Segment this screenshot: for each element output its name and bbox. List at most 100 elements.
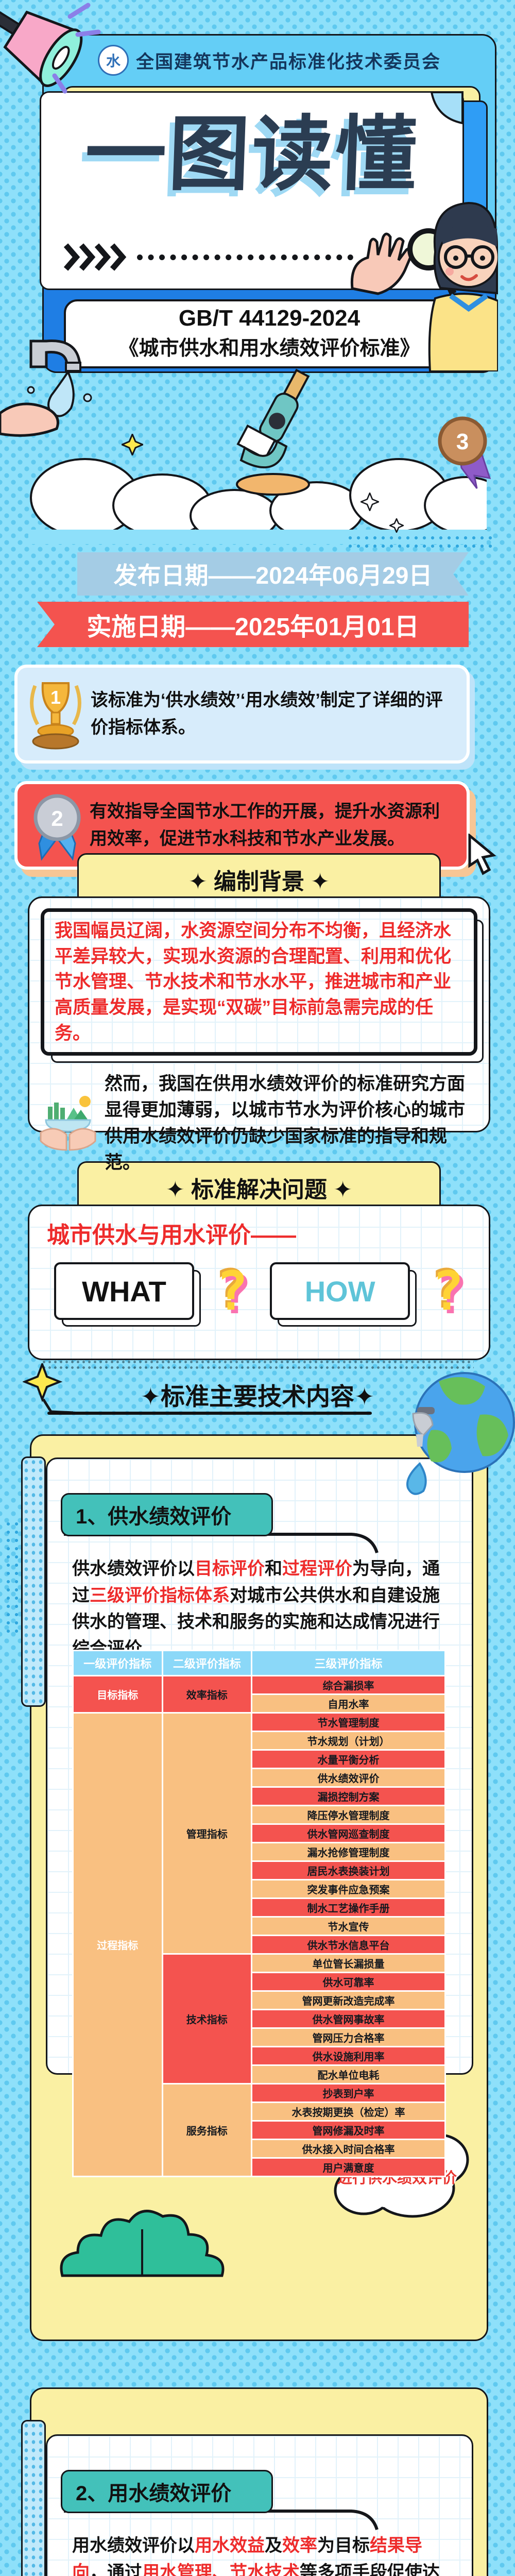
svg-text:2: 2 <box>51 806 63 831</box>
supply-table-cell: 抄表到户率 <box>251 2083 446 2103</box>
section-card-use: 2、用水绩效评价 用水绩效评价以用水效益及效率为目标结果导向，通过用水管理、节水… <box>21 2387 488 2576</box>
reader-person-illustration <box>428 201 498 371</box>
supply-table-cell: 供水节水信息平台 <box>251 1935 446 1955</box>
supply-table-cell: 节水宣传 <box>251 1916 446 1936</box>
dotted-line <box>137 254 353 260</box>
committee-logo-icon: 水 <box>97 45 129 76</box>
pill-swoosh-icon <box>64 2510 379 2530</box>
supply-table-cell: 供水绩效评价 <box>251 1768 446 1788</box>
committee-header: 水 全国建筑节水产品标准化技术委员会 <box>44 36 495 76</box>
supply-table-cell: 降压停水管理制度 <box>251 1805 446 1825</box>
problem-card: 城市供水与用水评价—— WHAT ? HOW ? <box>28 1205 490 1360</box>
faucet-hand-illustration <box>0 340 92 437</box>
hero-panel: 水 全国建筑节水产品标准化技术委员会 一图读懂 <box>40 34 498 373</box>
supply-table-cell: 居民水表换装计划 <box>251 1860 446 1880</box>
supply-table-cell: 漏损控制方案 <box>251 1786 446 1806</box>
hero-white-card: 一图读懂 <box>40 91 464 295</box>
binding-strip <box>21 1456 46 1707</box>
standard-pill: GB/T 44129-2024 《城市供水和用水绩效评价标准》 <box>64 299 475 368</box>
eco-hands-icon <box>40 1095 96 1151</box>
use-para: 用水绩效评价以用水效益及效率为目标结果导向，通过用水管理、节水技术等多项手段促使… <box>72 2536 440 2576</box>
supply-white-card: 1、供水绩效评价 供水绩效评价以目标评价和过程评价为导向，通过三级评价指标体系对… <box>46 1458 473 2177</box>
problem-title: ✦ 标准解决问题 ✦ <box>165 1177 353 1202</box>
supply-table-cell: 服务指标 <box>161 2083 253 2177</box>
svg-text:3: 3 <box>456 429 469 454</box>
cursor-icon <box>468 834 496 875</box>
implement-date-banner: 实施日期——2025年01月01日 <box>37 602 469 647</box>
supply-table-cell: 管网压力合格率 <box>251 2027 446 2047</box>
title-decoration <box>63 243 353 271</box>
section-card-supply: 1、供水绩效评价 供水绩效评价以目标评价和过程评价为导向，通过三级评价指标体系对… <box>21 1434 488 2341</box>
problem-row: WHAT ? HOW ? <box>29 1260 489 1323</box>
pill-swoosh-icon <box>64 1533 379 1553</box>
standard-name: 《城市供水和用水绩效评价标准》 <box>118 337 420 360</box>
supply-table-cell: 配水单位电耗 <box>251 2064 446 2084</box>
megaphone-icon <box>0 3 101 94</box>
supply-table-cell: 用户满意度 <box>251 2157 446 2177</box>
supply-table-cell: 管网修漏及时率 <box>251 2120 446 2140</box>
dot-patch <box>346 534 493 551</box>
publish-date-banner: 发布日期——2024年06月29日 <box>77 552 469 596</box>
background-title: ✦ 编制背景 ✦ <box>188 869 330 894</box>
page-title: 一图读懂 <box>83 109 421 200</box>
supply-table-header: 二级评价指标 <box>161 1650 253 1676</box>
supply-table-cell: 供水管网巡查制度 <box>251 1823 446 1843</box>
supply-table-cell: 供水管网事故率 <box>251 2009 446 2029</box>
supply-table-wrap: 一级评价指标 二级评价指标 三级评价指标 目标指标 效率指标 综合漏损率 自用水率 过程指标管… <box>72 1650 446 2177</box>
supply-table-cell: 综合漏损率 <box>251 1675 446 1695</box>
supply-table-cell: 技术指标 <box>161 1953 253 2084</box>
supply-table-cell: 供水接入时间合格率 <box>251 2139 446 2159</box>
section-pill-use: 2、用水绩效评价 <box>61 2470 273 2513</box>
fold-corner-icon <box>431 91 464 124</box>
svg-text:1: 1 <box>50 687 61 708</box>
supply-table-cell: 效率指标 <box>161 1675 253 1714</box>
highlight-card-1: 1 该标准为‘供水绩效’‘用水绩效’制定了详细的评价指标体系。 <box>14 665 470 764</box>
supply-table-cell: 节水规划（计划） <box>251 1731 446 1751</box>
supply-table-cell: 水量平衡分析 <box>251 1749 446 1769</box>
highlight-text: 有效指导全国节水工作的开展，提升水资源利用效率，促进节水科技和节水产业发展。 <box>90 802 440 849</box>
standard-code: GB/T 44129-2024 <box>178 306 360 331</box>
background-para-2: 然而，我国在供用水绩效评价的标准研究方面显得更加薄弱，以城市节水为评价核心的城市… <box>105 1074 466 1173</box>
supply-table-cell: 供水设施利用率 <box>251 2046 446 2066</box>
committee-name: 全国建筑节水产品标准化技术委员会 <box>135 52 441 72</box>
supply-table: 一级评价指标 二级评价指标 三级评价指标 目标指标 效率指标 综合漏损率 自用水率 过程指标管… <box>72 1650 446 2177</box>
trophy-1-icon: 1 <box>30 682 81 750</box>
sparkle-icon <box>389 518 404 533</box>
halftone-strip <box>41 1359 474 1369</box>
supply-table-cell: 自用水率 <box>251 1693 446 1714</box>
problem-lead: 城市供水与用水评价—— <box>47 1223 296 1248</box>
background-card: 我国幅员辽阔，水资源空间分布不均衡，且经济水平差异较大，实现水资源的合理配置、利… <box>28 896 490 1173</box>
question-mark-icon: ? <box>216 1260 248 1323</box>
use-white-card: 2、用水绩效评价 用水绩效评价以用水效益及效率为目标结果导向，通过用水管理、节水… <box>46 2434 473 2576</box>
bush-illustration <box>60 2210 225 2277</box>
supply-table-header: 一级评价指标 <box>72 1650 163 1676</box>
supply-table-cell: 水表按期更换（检定）率 <box>251 2102 446 2122</box>
supply-para: 供水绩效评价以目标评价和过程评价为导向，通过三级评价指标体系对城市公共供水和自建… <box>72 1559 440 1659</box>
section-pill-supply: 1、供水绩效评价 <box>61 1493 273 1536</box>
supply-table-cell: 突发事件应急预案 <box>251 1879 446 1899</box>
medal-3-icon: 3 <box>438 416 491 489</box>
chevrons-icon <box>63 243 127 271</box>
sparkle-icon <box>360 493 379 511</box>
clouds-illustration <box>28 458 487 544</box>
medal-2-icon: 2 <box>33 794 81 861</box>
tech-underline <box>47 1412 372 1415</box>
supply-table-cell: 节水管理制度 <box>251 1712 446 1732</box>
supply-table-cell: 供水可靠率 <box>251 1972 446 1992</box>
supply-table-cell: 单位管长漏损量 <box>251 1953 446 1973</box>
question-mark-icon: ? <box>432 1260 464 1323</box>
supply-table-cell: 制水工艺操作手册 <box>251 1897 446 1918</box>
earth-faucet-illustration <box>406 1372 515 1495</box>
supply-table-cell: 管理指标 <box>161 1712 253 1955</box>
background-para-1: 我国幅员辽阔，水资源空间分布不均衡，且经济水平差异较大，实现水资源的合理配置、利… <box>41 908 477 1056</box>
highlight-text: 该标准为‘供水绩效’‘用水绩效’制定了详细的评价指标体系。 <box>91 690 443 737</box>
supply-table-cell: 过程指标 <box>72 1712 163 2177</box>
sparkle-icon <box>122 434 143 455</box>
supply-table-cell: 目标指标 <box>72 1675 163 1714</box>
supply-table-header: 三级评价指标 <box>251 1650 446 1676</box>
supply-table-cell: 漏水抢修管理制度 <box>251 1842 446 1862</box>
binding-strip <box>21 2420 46 2576</box>
supply-table-cell: 管网更新改造完成率 <box>251 1990 446 2010</box>
tech-title: ✦标准主要技术内容✦ <box>140 1383 375 1410</box>
